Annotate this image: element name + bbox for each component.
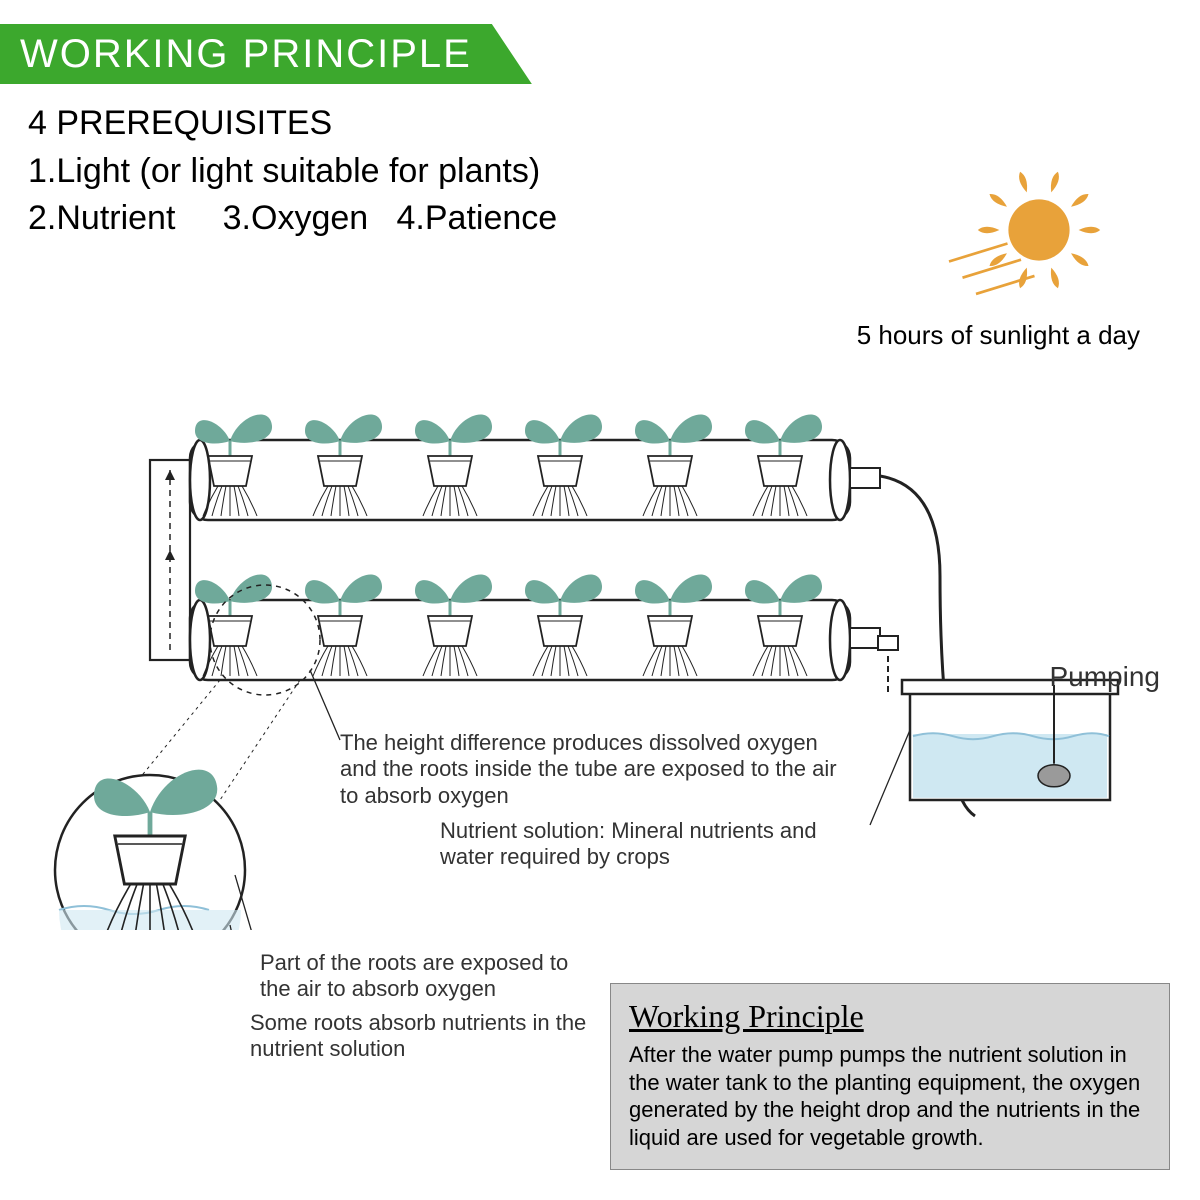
oxygen-caption: The height difference produces dissolved… bbox=[340, 730, 840, 809]
title-banner: WORKING PRINCIPLE bbox=[0, 24, 532, 84]
prereq-heading: 4 PREREQUISITES bbox=[28, 100, 557, 148]
sun-label: 5 hours of sunlight a day bbox=[857, 320, 1140, 351]
info-title: Working Principle bbox=[629, 998, 1151, 1035]
prereq-line-2: 2.Nutrient 3.Oxygen 4.Patience bbox=[28, 195, 557, 243]
pumping-label: Pumping bbox=[1049, 660, 1160, 694]
sun-icon bbox=[940, 140, 1120, 320]
nutrient-caption: Nutrient solution: Mineral nutrients and… bbox=[440, 818, 860, 871]
title-text: WORKING PRINCIPLE bbox=[20, 32, 472, 77]
info-body: After the water pump pumps the nutrient … bbox=[629, 1041, 1151, 1151]
roots-nutrient-caption: Some roots absorb nutrients in the nutri… bbox=[250, 1010, 590, 1063]
roots-air-caption: Part of the roots are exposed to the air… bbox=[260, 950, 600, 1003]
info-box: Working Principle After the water pump p… bbox=[610, 983, 1170, 1170]
prerequisites-block: 4 PREREQUISITES 1.Light (or light suitab… bbox=[28, 100, 557, 243]
prereq-line-1: 1.Light (or light suitable for plants) bbox=[28, 148, 557, 196]
